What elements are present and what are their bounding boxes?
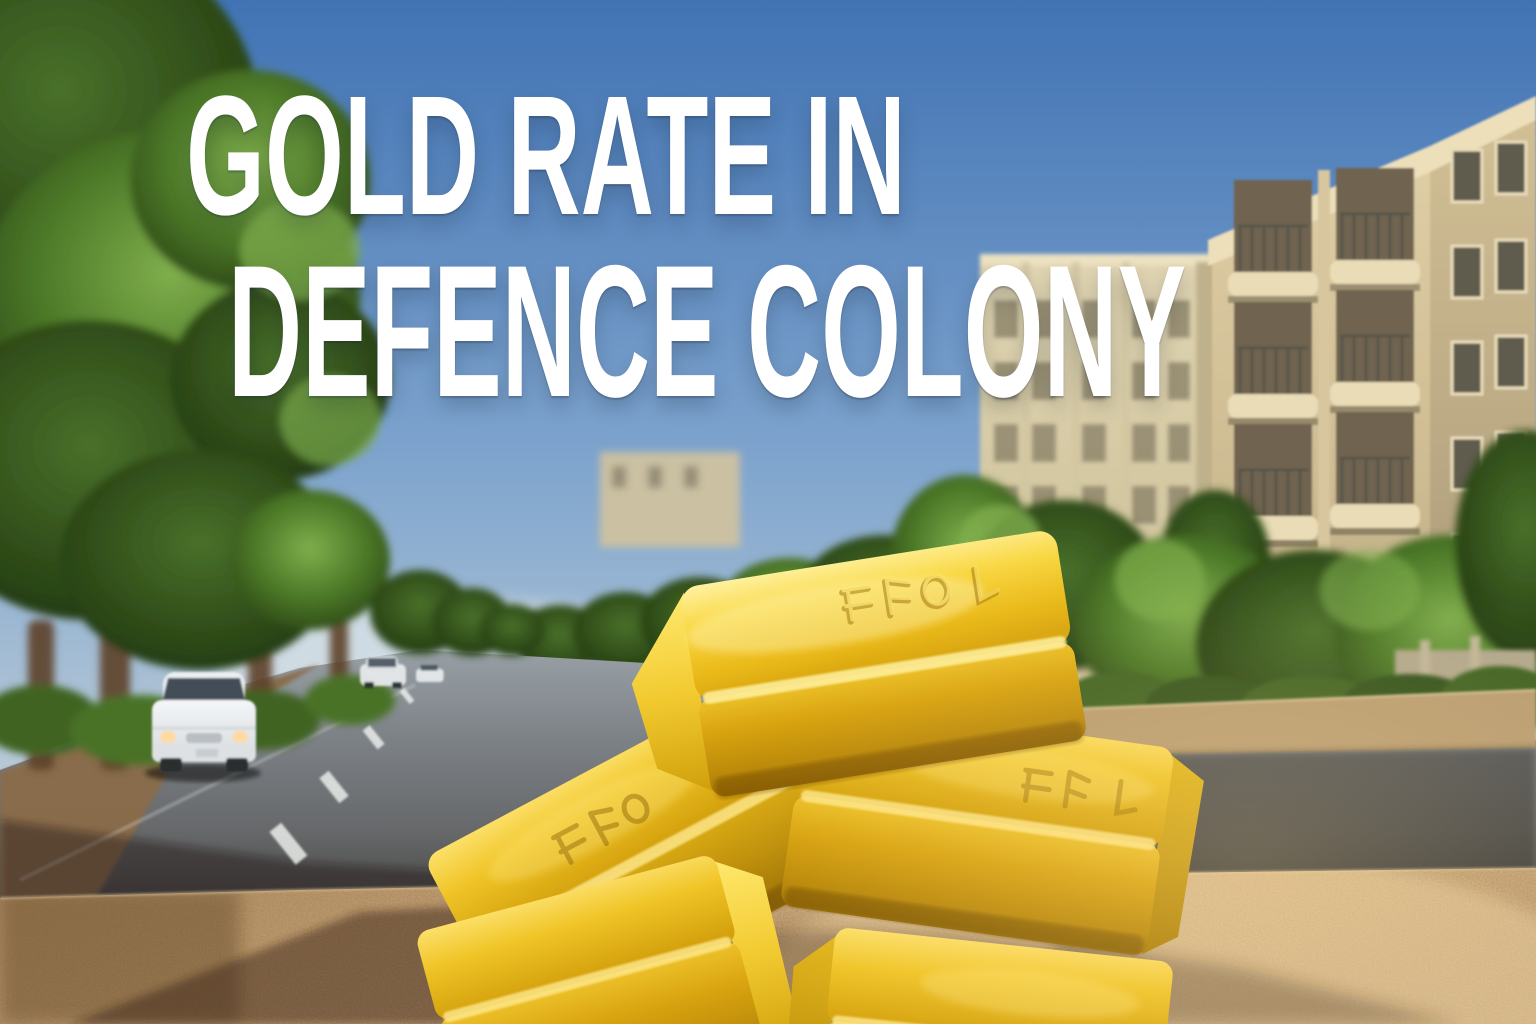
gold-bar-4-end-face — [710, 860, 799, 1024]
gold-bar-1-stamp — [551, 793, 650, 865]
gold-bar-3-end-face — [631, 592, 716, 792]
parked-car — [145, 672, 261, 782]
gold-bar-4-front-face — [440, 942, 766, 1024]
far-building — [600, 452, 740, 547]
sunlight-glow — [730, 560, 1536, 1024]
car-headlight-left — [160, 731, 176, 743]
gold-bar-3-stamp — [839, 565, 1000, 625]
distant-car — [360, 656, 444, 688]
near-building-balconies — [1228, 168, 1420, 547]
lane-markings — [269, 687, 415, 865]
car-headlight-right — [232, 731, 248, 743]
gold-bar-4 — [417, 856, 799, 1024]
car-windshield — [161, 678, 247, 707]
gold-bar-4-top-face — [417, 856, 735, 1019]
